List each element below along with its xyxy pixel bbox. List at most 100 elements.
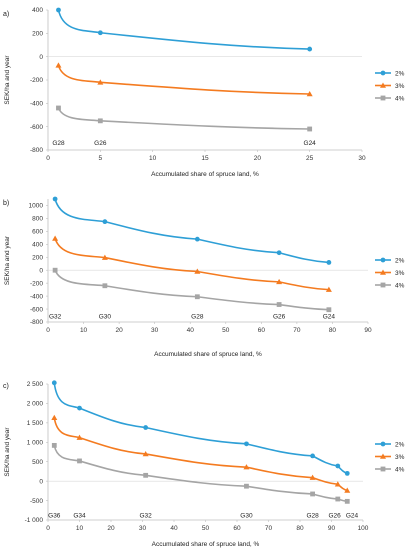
data-point-4% <box>77 458 82 464</box>
annotation-label: G28 <box>52 140 65 147</box>
x-tick-label: 60 <box>258 327 266 334</box>
data-point-2% <box>52 196 58 202</box>
y-tick-label: 0 <box>39 267 43 274</box>
data-point-3% <box>276 278 283 285</box>
legend-label: 2% <box>395 441 405 448</box>
data-point-4% <box>310 491 315 497</box>
data-point-4% <box>52 267 58 273</box>
series-line-2% <box>53 382 348 475</box>
data-point-2% <box>244 441 249 447</box>
data-point-4% <box>244 483 249 489</box>
y-tick-label: 2 500 <box>27 381 44 388</box>
y-tick-label: -600 <box>30 306 43 313</box>
data-point-3% <box>52 235 59 241</box>
data-point-4% <box>344 498 350 504</box>
x-tick-label: 0 <box>46 155 50 162</box>
x-tick-label: 90 <box>328 525 336 532</box>
x-tick-label: 20 <box>107 525 115 532</box>
y-axis-title: SEK/ha and year <box>4 235 11 285</box>
y-tick-label: 200 <box>32 254 43 261</box>
annotation-label: G32 <box>49 314 62 321</box>
annotation-label: G26 <box>329 512 342 519</box>
data-point-2% <box>56 7 61 13</box>
x-tick-label: 10 <box>80 327 88 334</box>
legend-marker <box>380 95 386 101</box>
y-tick-label: 400 <box>32 7 43 14</box>
x-tick-label: 15 <box>201 155 209 162</box>
legend-marker <box>380 466 386 472</box>
y-tick-label: 1000 <box>29 203 44 210</box>
x-tick-label: 40 <box>170 525 178 532</box>
data-point-2% <box>344 470 350 476</box>
legend-marker <box>380 269 386 275</box>
y-tick-label: 400 <box>32 242 43 249</box>
data-point-3% <box>194 268 201 274</box>
chart-panel-3: c) -1 000 -500 0 500 1 000 1 500 2 000 2 500 0 10 2… <box>3 380 405 548</box>
data-point-3% <box>55 62 62 68</box>
annotation-label: G24 <box>346 512 359 519</box>
data-point-3% <box>97 79 104 85</box>
y-tick-label: 0 <box>39 478 43 485</box>
legend-label: 2% <box>395 257 405 264</box>
x-tick-label: 50 <box>202 525 210 532</box>
series-line-3% <box>54 238 329 291</box>
x-tick-label: 0 <box>46 525 50 532</box>
x-tick-label: 10 <box>149 155 157 162</box>
legend-marker <box>380 282 386 288</box>
data-point-3% <box>334 481 341 487</box>
y-tick-label: 600 <box>32 229 43 236</box>
x-tick-label: 80 <box>329 327 337 334</box>
annotation-label: G24 <box>323 314 336 321</box>
annotation-label: G28 <box>306 512 319 519</box>
y-tick-label: 0 <box>39 54 43 61</box>
y-tick-label: -400 <box>30 101 43 108</box>
series-line-4% <box>54 269 329 311</box>
data-point-4% <box>276 302 282 307</box>
x-tick-label: 0 <box>46 327 50 334</box>
data-point-2% <box>97 30 103 36</box>
series-line-4% <box>57 107 310 130</box>
annotation-label: G32 <box>140 512 153 519</box>
data-point-2% <box>310 453 315 459</box>
y-tick-label: -500 <box>30 498 43 505</box>
y-tick-label: -1 000 <box>25 517 44 524</box>
data-point-3% <box>344 487 351 493</box>
annotation-label: G24 <box>304 140 317 147</box>
panel-label: c) <box>3 383 9 390</box>
legend-marker <box>380 82 386 88</box>
series-line-4% <box>53 445 348 503</box>
y-tick-label: -800 <box>30 319 43 326</box>
legend-marker <box>380 453 386 459</box>
annotation-label: G30 <box>99 314 112 321</box>
series-line-3% <box>57 65 310 95</box>
data-point-2% <box>51 380 57 386</box>
data-point-4% <box>307 126 313 132</box>
annotation-label: G30 <box>240 512 253 519</box>
legend-label: 3% <box>395 83 405 90</box>
data-point-4% <box>335 496 341 502</box>
x-tick-label: 100 <box>358 525 369 532</box>
x-axis-title: Accumulated share of spruce land, % <box>152 541 260 548</box>
y-tick-label: 800 <box>32 216 43 223</box>
panel-label: b) <box>3 200 9 207</box>
x-tick-label: 5 <box>99 155 103 162</box>
y-tick-label: -800 <box>30 147 43 154</box>
annotation-label: G28 <box>191 314 204 321</box>
legend-label: 4% <box>395 95 405 102</box>
data-point-2% <box>102 219 108 225</box>
data-point-2% <box>77 405 82 411</box>
x-tick-label: 60 <box>233 525 241 532</box>
x-tick-label: 50 <box>222 327 230 334</box>
legend-label: 4% <box>395 282 405 289</box>
annotation-label: G34 <box>73 512 86 519</box>
x-tick-label: 10 <box>76 525 84 532</box>
data-point-2% <box>307 46 313 52</box>
y-tick-label: 200 <box>32 31 43 38</box>
data-point-3% <box>309 474 316 480</box>
chart-panel-1: a) -800 -600 -400 -200 0 200 400 0 5 10 15 20 25 30 Acc… <box>3 7 405 178</box>
data-point-3% <box>101 254 108 260</box>
data-point-4% <box>102 283 108 289</box>
data-point-2% <box>335 463 341 469</box>
y-tick-label: 500 <box>32 459 43 466</box>
